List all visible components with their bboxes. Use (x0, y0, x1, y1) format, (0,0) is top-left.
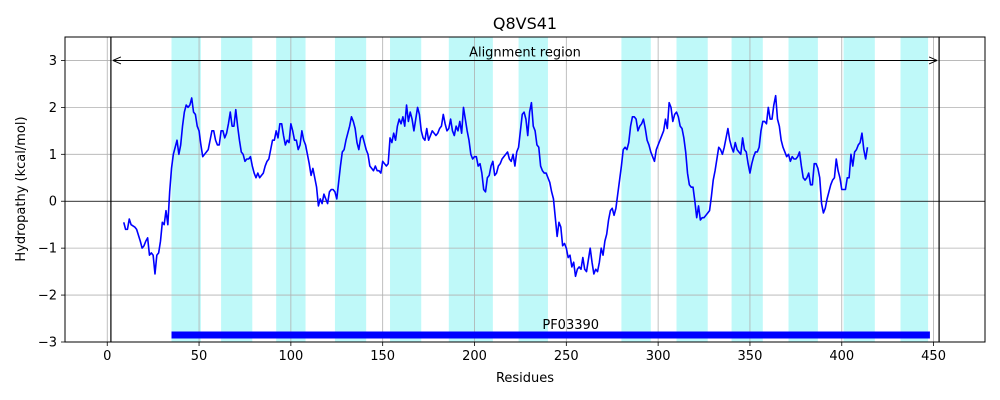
series-layer (122, 94, 869, 278)
alignment-annotation: Alignment region (112, 45, 938, 65)
x-tick-label: 0 (103, 349, 111, 364)
tm-band-13 (900, 37, 929, 342)
tm-band-9 (676, 37, 708, 342)
axis-ticks: 0 50 100 150 200 250 300 350 400 450 −3 −2 −1 0 1 2 3 (38, 54, 946, 364)
domain-label: PF03390 (542, 318, 599, 333)
y-tick-label: 3 (49, 54, 57, 69)
reference-lines (65, 37, 985, 342)
arrow-left-head (112, 56, 122, 65)
plot-frame (64, 36, 986, 343)
transmembrane-bands (171, 37, 929, 342)
x-tick-label: 200 (462, 349, 487, 364)
tm-band-11 (788, 37, 818, 342)
tm-band-10 (731, 37, 763, 342)
x-tick-label: 50 (191, 349, 208, 364)
x-tick-label: 350 (738, 349, 763, 364)
x-tick-label: 450 (921, 349, 946, 364)
tm-band-12 (843, 37, 875, 342)
alignment-label: Alignment region (469, 45, 581, 60)
tm-band-7 (518, 37, 548, 342)
y-tick-label: −3 (38, 336, 57, 351)
tm-band-8 (621, 37, 651, 342)
x-tick-label: 300 (646, 349, 671, 364)
x-axis-title: Residues (496, 371, 554, 386)
y-tick-label: −1 (38, 242, 57, 257)
y-tick-label: 0 (49, 195, 57, 210)
arrow-right-head (928, 56, 938, 65)
y-tick-label: 2 (49, 101, 57, 116)
y-tick-label: −2 (38, 289, 57, 304)
hydropathy-line (122, 94, 869, 278)
tm-band-4 (334, 37, 367, 342)
domain-bar-group: PF03390 (171, 318, 930, 339)
x-tick-label: 250 (554, 349, 579, 364)
y-tick-label: 1 (49, 148, 57, 163)
tm-band-5 (390, 37, 422, 342)
tm-band-2 (221, 37, 253, 342)
tm-band-1 (171, 37, 201, 342)
x-tick-label: 100 (278, 349, 303, 364)
y-axis-title: Hydropathy (kcal/mol) (14, 116, 29, 261)
chart-title: Q8VS41 (493, 14, 557, 33)
x-tick-label: 400 (829, 349, 854, 364)
x-tick-label: 150 (370, 349, 395, 364)
